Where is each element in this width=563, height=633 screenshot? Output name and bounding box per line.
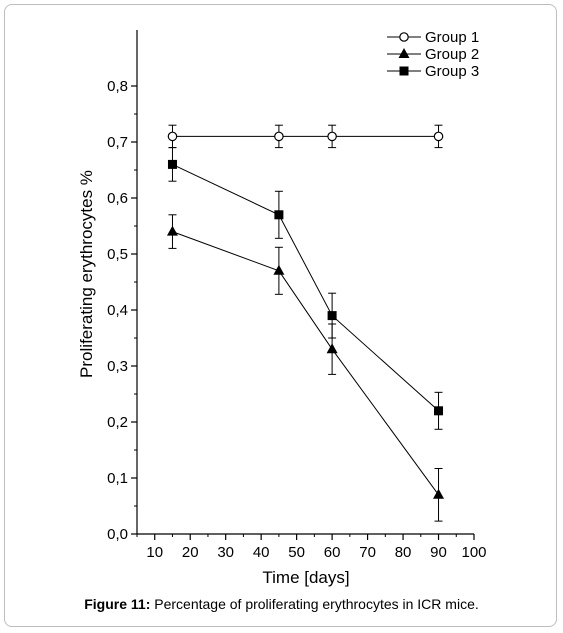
- series-line: [172, 231, 439, 496]
- series-1: [167, 124, 444, 149]
- data-point: [326, 343, 338, 354]
- series-3: [167, 147, 444, 430]
- y-tick-label: 0,1: [107, 470, 128, 487]
- legend-label: Group 2: [425, 46, 479, 63]
- legend-marker: [398, 48, 410, 58]
- y-tick-label: 0,4: [107, 302, 128, 319]
- y-axis-label: Proliferating erythrocytes %: [77, 170, 96, 378]
- x-tick-label: 70: [359, 544, 376, 561]
- series-2: [166, 214, 445, 522]
- y-tick-label: 0,0: [107, 526, 128, 543]
- data-point: [274, 131, 284, 142]
- legend-item: Group 2: [387, 46, 479, 63]
- caption-label: Figure 11:: [84, 596, 151, 612]
- x-tick-label: 90: [430, 544, 447, 561]
- caption-text: Percentage of proliferating erythrocytes…: [150, 596, 479, 612]
- figure-frame: [4, 4, 557, 627]
- y-tick-label: 0,2: [107, 414, 128, 431]
- series-layer: [166, 124, 445, 522]
- data-point: [434, 406, 444, 416]
- legend-item: Group 3: [387, 63, 479, 80]
- series-line: [172, 163, 439, 412]
- data-point: [167, 159, 177, 169]
- x-tick-label: 10: [146, 544, 163, 561]
- x-tick-label: 30: [217, 544, 234, 561]
- data-point: [327, 131, 337, 142]
- chart: 0,0 0,1 0,2 0,3 0,4 0,5 0,6 0,7 0,8 10 20 30 40 50 60…: [77, 29, 487, 587]
- data-point: [433, 488, 445, 499]
- data-point: [167, 131, 178, 142]
- y-tick-label: 0,6: [107, 190, 128, 207]
- legend-marker: [399, 32, 409, 42]
- figure-caption: Figure 11: Percentage of proliferating e…: [0, 596, 563, 612]
- x-axis-label: Time [days]: [262, 568, 349, 587]
- y-tick-label: 0,8: [107, 78, 128, 95]
- y-ticks: 0,0 0,1 0,2 0,3 0,4 0,5 0,6 0,7 0,8: [107, 78, 137, 543]
- data-point: [433, 131, 444, 142]
- data-point: [166, 225, 178, 236]
- x-tick-label: 80: [395, 544, 412, 561]
- x-tick-label: 60: [324, 544, 341, 561]
- legend-label: Group 3: [425, 63, 479, 80]
- x-tick-label: 50: [288, 544, 305, 561]
- data-point: [273, 264, 285, 275]
- legend-label: Group 1: [425, 29, 479, 46]
- x-tick-label: 20: [182, 544, 199, 561]
- y-tick-label: 0,7: [107, 134, 128, 151]
- y-tick-label: 0,5: [107, 246, 128, 263]
- data-point: [274, 210, 284, 220]
- legend-marker: [399, 66, 409, 76]
- data-point: [327, 311, 337, 321]
- axes: [136, 30, 474, 535]
- x-ticks: 10 20 30 40 50 60 70 80 90 100: [136, 534, 487, 561]
- x-tick-label: 40: [253, 544, 270, 561]
- y-tick-label: 0,3: [107, 358, 128, 375]
- legend-item: Group 1: [387, 29, 479, 46]
- x-tick-label: 100: [461, 544, 486, 561]
